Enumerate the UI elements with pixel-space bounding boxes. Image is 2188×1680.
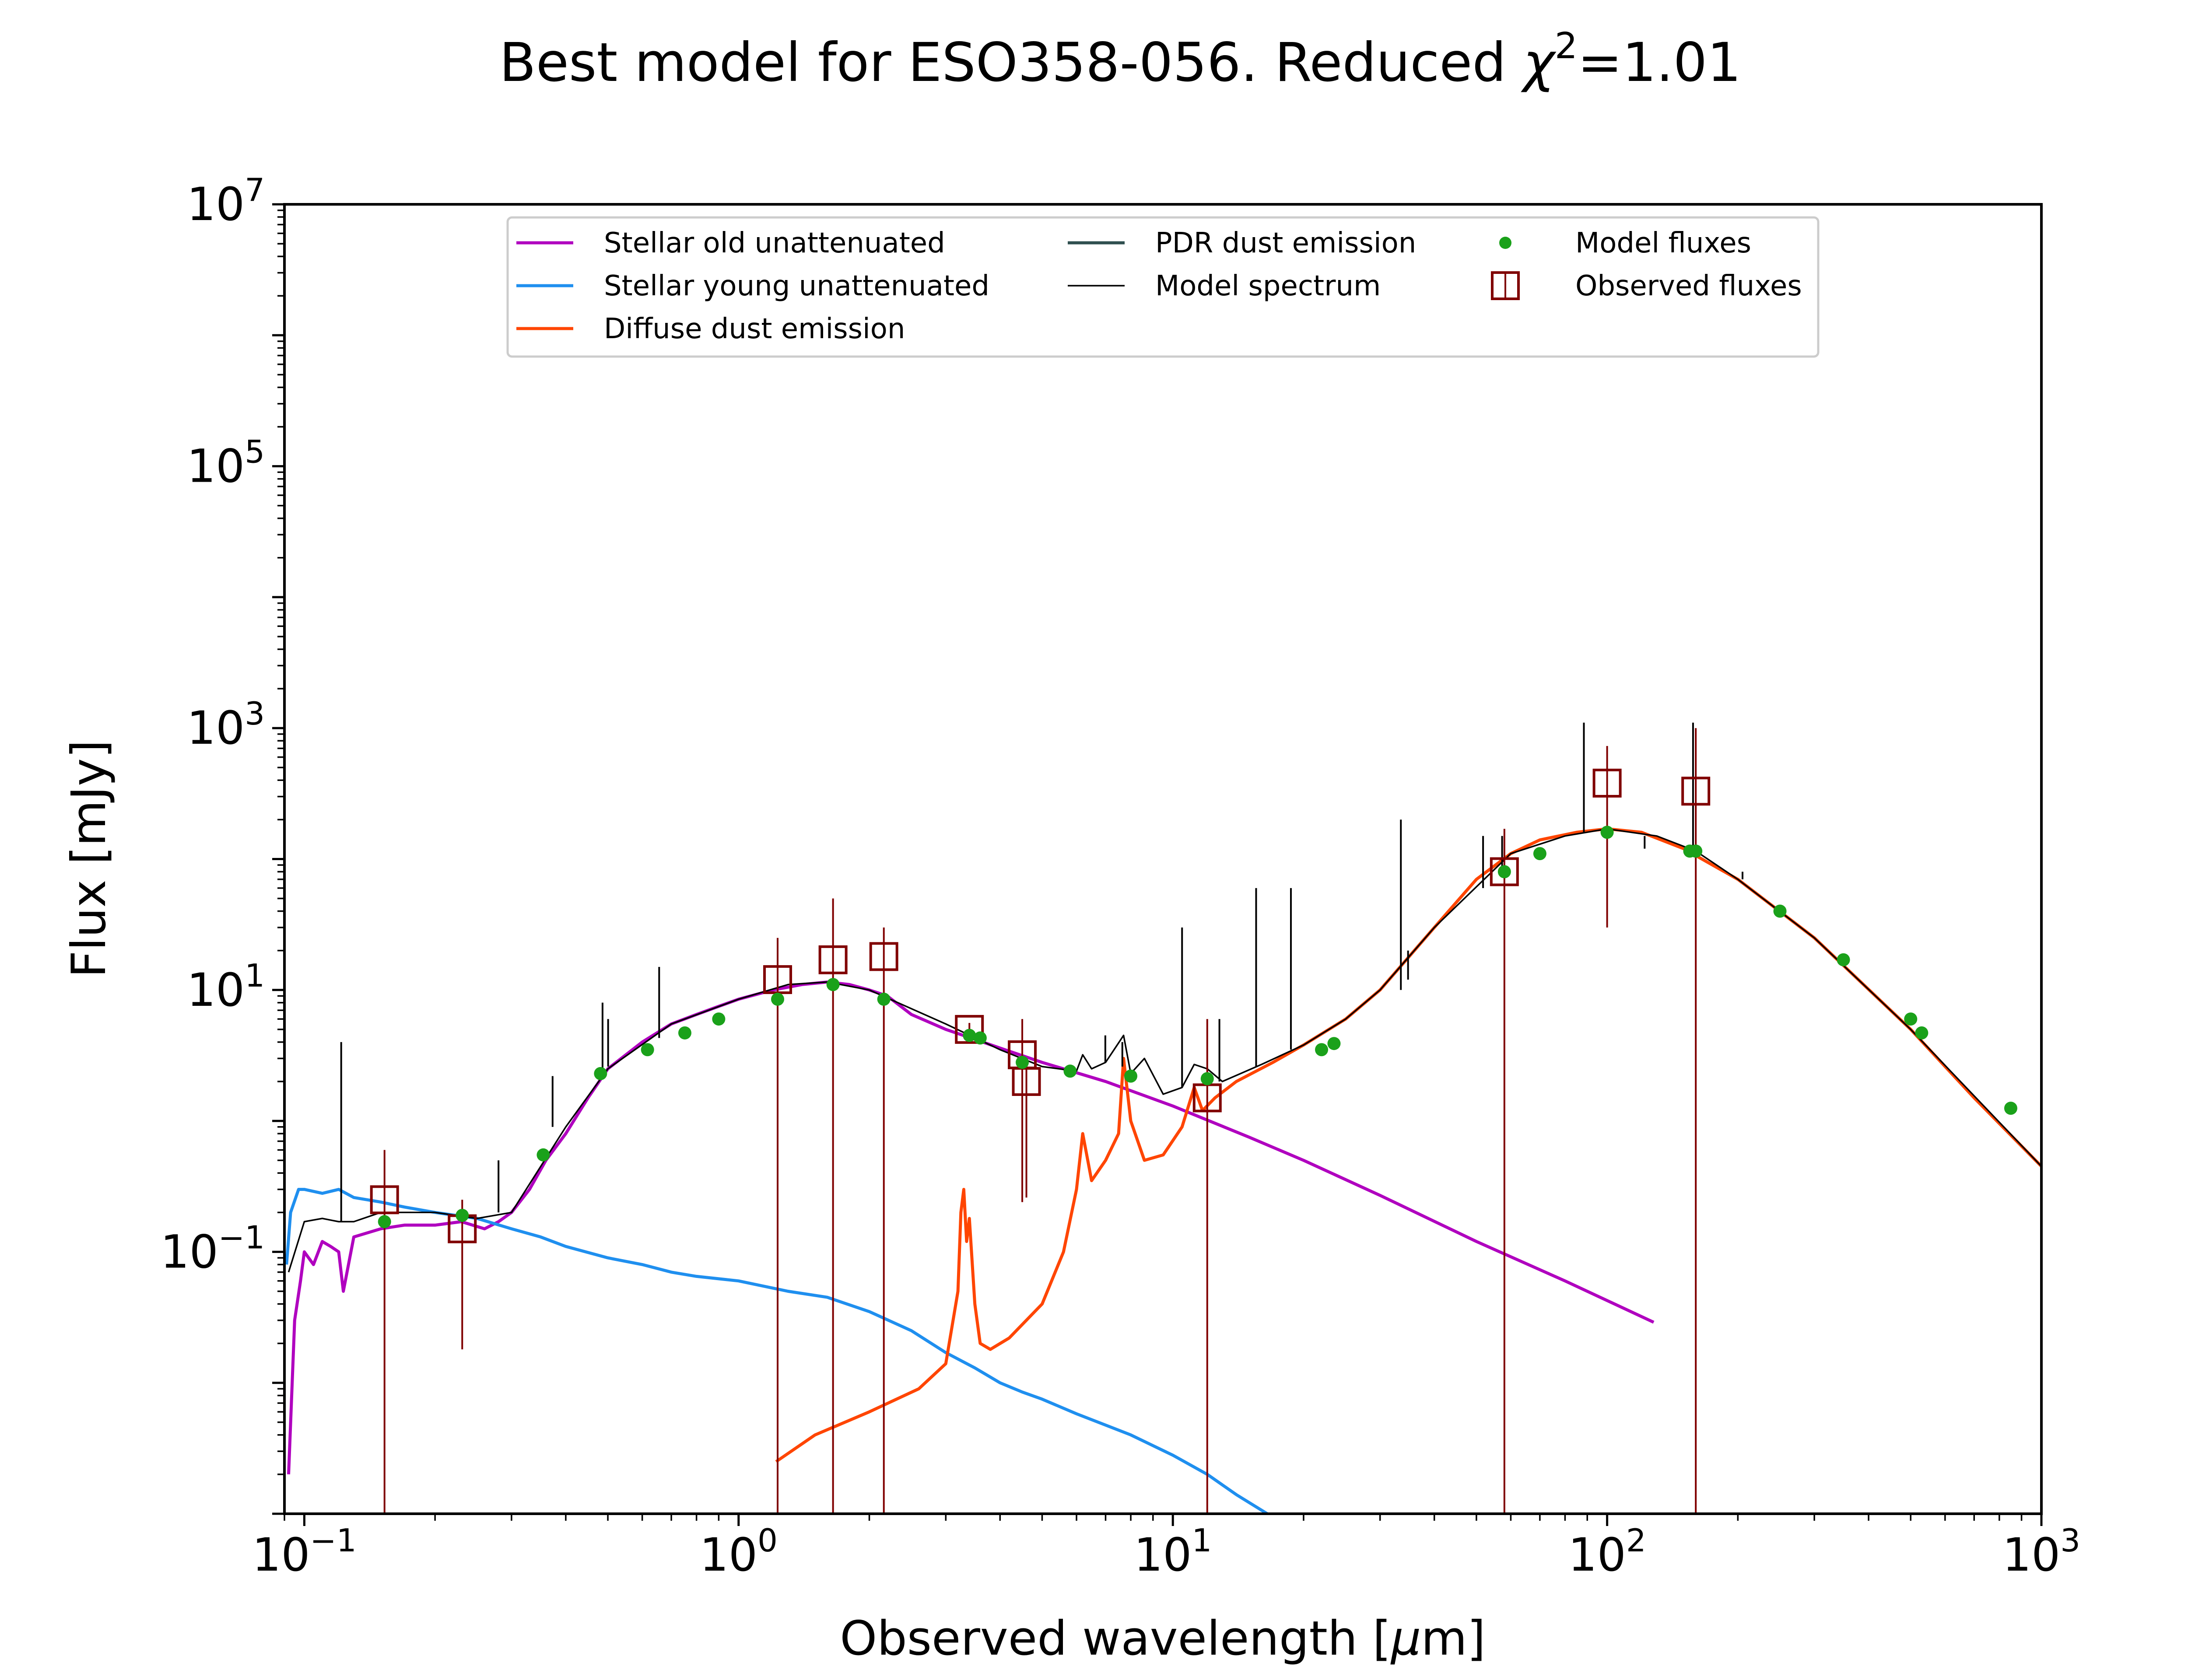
legend-entry: Stellar young unattenuated xyxy=(516,270,989,302)
model-flux-point xyxy=(1315,1043,1329,1057)
model-flux-point xyxy=(1200,1072,1214,1085)
plot-frame xyxy=(283,203,2043,1515)
series-line-model-spectrum xyxy=(288,828,2041,1273)
legend-label: Model fluxes xyxy=(1575,227,1751,259)
model-flux-point xyxy=(1016,1056,1029,1069)
model-flux-point xyxy=(378,1215,391,1228)
legend-entry: Diffuse dust emission xyxy=(516,313,905,345)
legend-entry: Model spectrum xyxy=(1068,270,1381,302)
observed-flux-marker xyxy=(955,1015,984,1044)
model-flux-point xyxy=(1497,865,1511,878)
model-flux-point xyxy=(826,978,840,991)
model-flux-point xyxy=(1327,1037,1341,1050)
model-flux-point xyxy=(1904,1012,1918,1026)
model-flux-point xyxy=(2004,1102,2017,1115)
x-tick-label: 100 xyxy=(700,1522,778,1582)
y-axis-ticks: 10−1 101 103 105 107 xyxy=(161,172,284,1515)
series-layer xyxy=(285,827,2041,1514)
legend-label: PDR dust emission xyxy=(1155,227,1416,259)
model-flux-point xyxy=(963,1029,976,1042)
legend-box xyxy=(506,216,1820,358)
legend-swatch xyxy=(1499,237,1511,249)
observed-flux-marker xyxy=(1592,768,1622,798)
model-flux-point xyxy=(1063,1064,1077,1078)
observed-flux-marker xyxy=(818,945,848,974)
error-bars-layer xyxy=(383,728,1697,1514)
observed-fluxes-layer xyxy=(370,768,1711,1243)
x-tick-label: 10−1 xyxy=(252,1522,356,1582)
y-tick-label: 101 xyxy=(187,957,265,1017)
model-flux-point xyxy=(1124,1069,1138,1083)
observed-flux-marker xyxy=(1681,777,1711,806)
legend-label: Model spectrum xyxy=(1155,270,1381,302)
model-flux-point xyxy=(1600,826,1614,839)
legend-label: Diffuse dust emission xyxy=(604,313,905,345)
model-flux-point xyxy=(973,1031,987,1045)
series-line-stellar-young xyxy=(285,1188,1268,1514)
y-tick-label: 10−1 xyxy=(161,1219,265,1278)
model-flux-point xyxy=(1837,953,1850,966)
model-flux-point xyxy=(456,1208,469,1222)
emission-lines-layer xyxy=(340,722,1743,1222)
model-flux-point xyxy=(712,1012,726,1026)
y-tick-label: 105 xyxy=(187,434,265,493)
model-flux-point xyxy=(1689,844,1703,858)
x-axis-ticks: 10−1 100 101 102 103 xyxy=(252,1514,2080,1582)
model-flux-point xyxy=(1915,1026,1929,1040)
model-flux-point xyxy=(536,1148,550,1162)
model-flux-point xyxy=(1773,904,1787,918)
legend-label: Stellar old unattenuated xyxy=(604,227,945,259)
model-flux-point xyxy=(641,1043,654,1057)
model-fluxes-layer xyxy=(378,826,2017,1228)
model-flux-point xyxy=(1533,847,1546,861)
observed-flux-marker xyxy=(869,942,898,971)
model-flux-point xyxy=(594,1067,607,1080)
y-tick-label: 103 xyxy=(187,695,265,755)
observed-flux-marker xyxy=(1490,857,1519,886)
x-tick-label: 102 xyxy=(1568,1522,1646,1582)
model-flux-point xyxy=(678,1026,691,1040)
x-axis-label: Observed wavelength [μm] xyxy=(840,1611,1486,1666)
model-flux-point xyxy=(877,992,891,1006)
y-tick-label: 107 xyxy=(187,172,265,231)
legend-label: Observed fluxes xyxy=(1575,270,1802,302)
y-axis-label: Flux [mJy] xyxy=(62,740,116,978)
x-tick-label: 103 xyxy=(2002,1522,2080,1582)
chart-title: Best model for ESO358-056. Reduced χ2=1.… xyxy=(499,25,1741,94)
legend: Stellar old unattenuated Stellar young un… xyxy=(506,216,1820,358)
x-tick-label: 101 xyxy=(1134,1522,1212,1582)
legend-label: Stellar young unattenuated xyxy=(604,270,989,302)
legend-entry: Observed fluxes xyxy=(1491,270,1802,302)
model-flux-point xyxy=(771,992,785,1006)
series-line-diffuse-dust xyxy=(775,827,2041,1463)
legend-entry: Model fluxes xyxy=(1499,227,1751,259)
observed-flux-marker xyxy=(1012,1067,1041,1096)
observed-flux-marker xyxy=(370,1185,399,1214)
legend-entry: PDR dust emission xyxy=(1068,227,1416,259)
legend-entry: Stellar old unattenuated xyxy=(516,227,945,259)
